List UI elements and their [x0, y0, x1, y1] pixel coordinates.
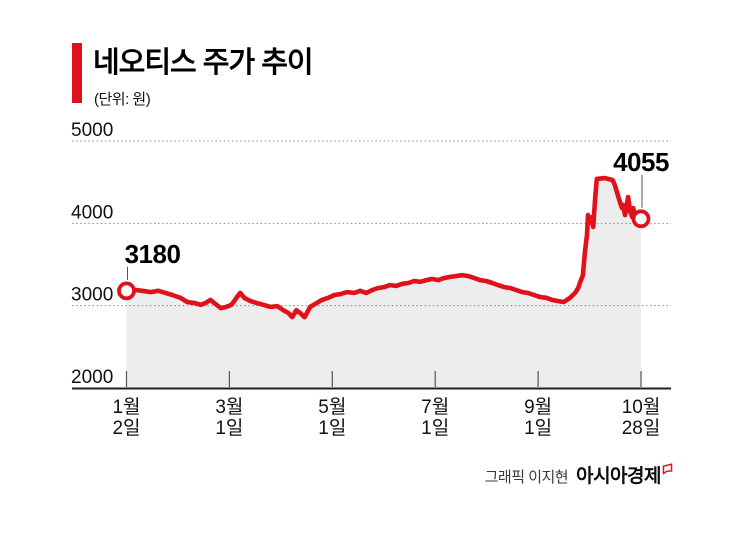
x-axis-label-day-2: 1일 [215, 417, 243, 439]
x-axis-label-month-6: 10월 [622, 396, 661, 418]
x-axis-label-month-2: 3월 [215, 396, 243, 418]
brand-name: 아시아경제 [576, 466, 661, 487]
x-axis-label-day-1: 2일 [112, 417, 140, 439]
price-area-fill [126, 178, 641, 388]
price-line [124, 175, 644, 320]
credit-line: 그래픽 이지현 아시아경제 [485, 461, 673, 488]
unit-label: (단위: 원) [94, 91, 151, 108]
asiae-flag-icon [662, 462, 673, 480]
x-axis-label-month-4: 7월 [421, 396, 449, 418]
chart-title: 네오티스 주가 추이 [93, 47, 314, 79]
price-label-3180: 3180 [125, 239, 181, 269]
x-axis-label-month-1: 1월 [112, 396, 140, 418]
price-label-4055: 4055 [613, 147, 669, 177]
x-axis-label-day-5: 1일 [524, 417, 552, 439]
y-axis-label-4000: 4000 [71, 202, 113, 223]
x-axis-label-day-4: 1일 [421, 417, 449, 439]
price-marker-4055 [631, 209, 651, 229]
y-axis-label-3000: 3000 [71, 285, 113, 306]
x-axis-label-day-6: 28일 [622, 417, 661, 439]
y-axis-label-2000: 2000 [71, 367, 113, 388]
title-accent-bar [72, 43, 82, 103]
credit-text: 그래픽 이지현 [484, 469, 569, 486]
x-axis-label-month-5: 9월 [524, 396, 552, 418]
x-axis-label-day-3: 1일 [318, 417, 346, 439]
y-axis-label-5000: 5000 [71, 120, 113, 141]
price-marker-3180 [117, 281, 136, 301]
x-axis-label-month-3: 5월 [318, 396, 346, 418]
